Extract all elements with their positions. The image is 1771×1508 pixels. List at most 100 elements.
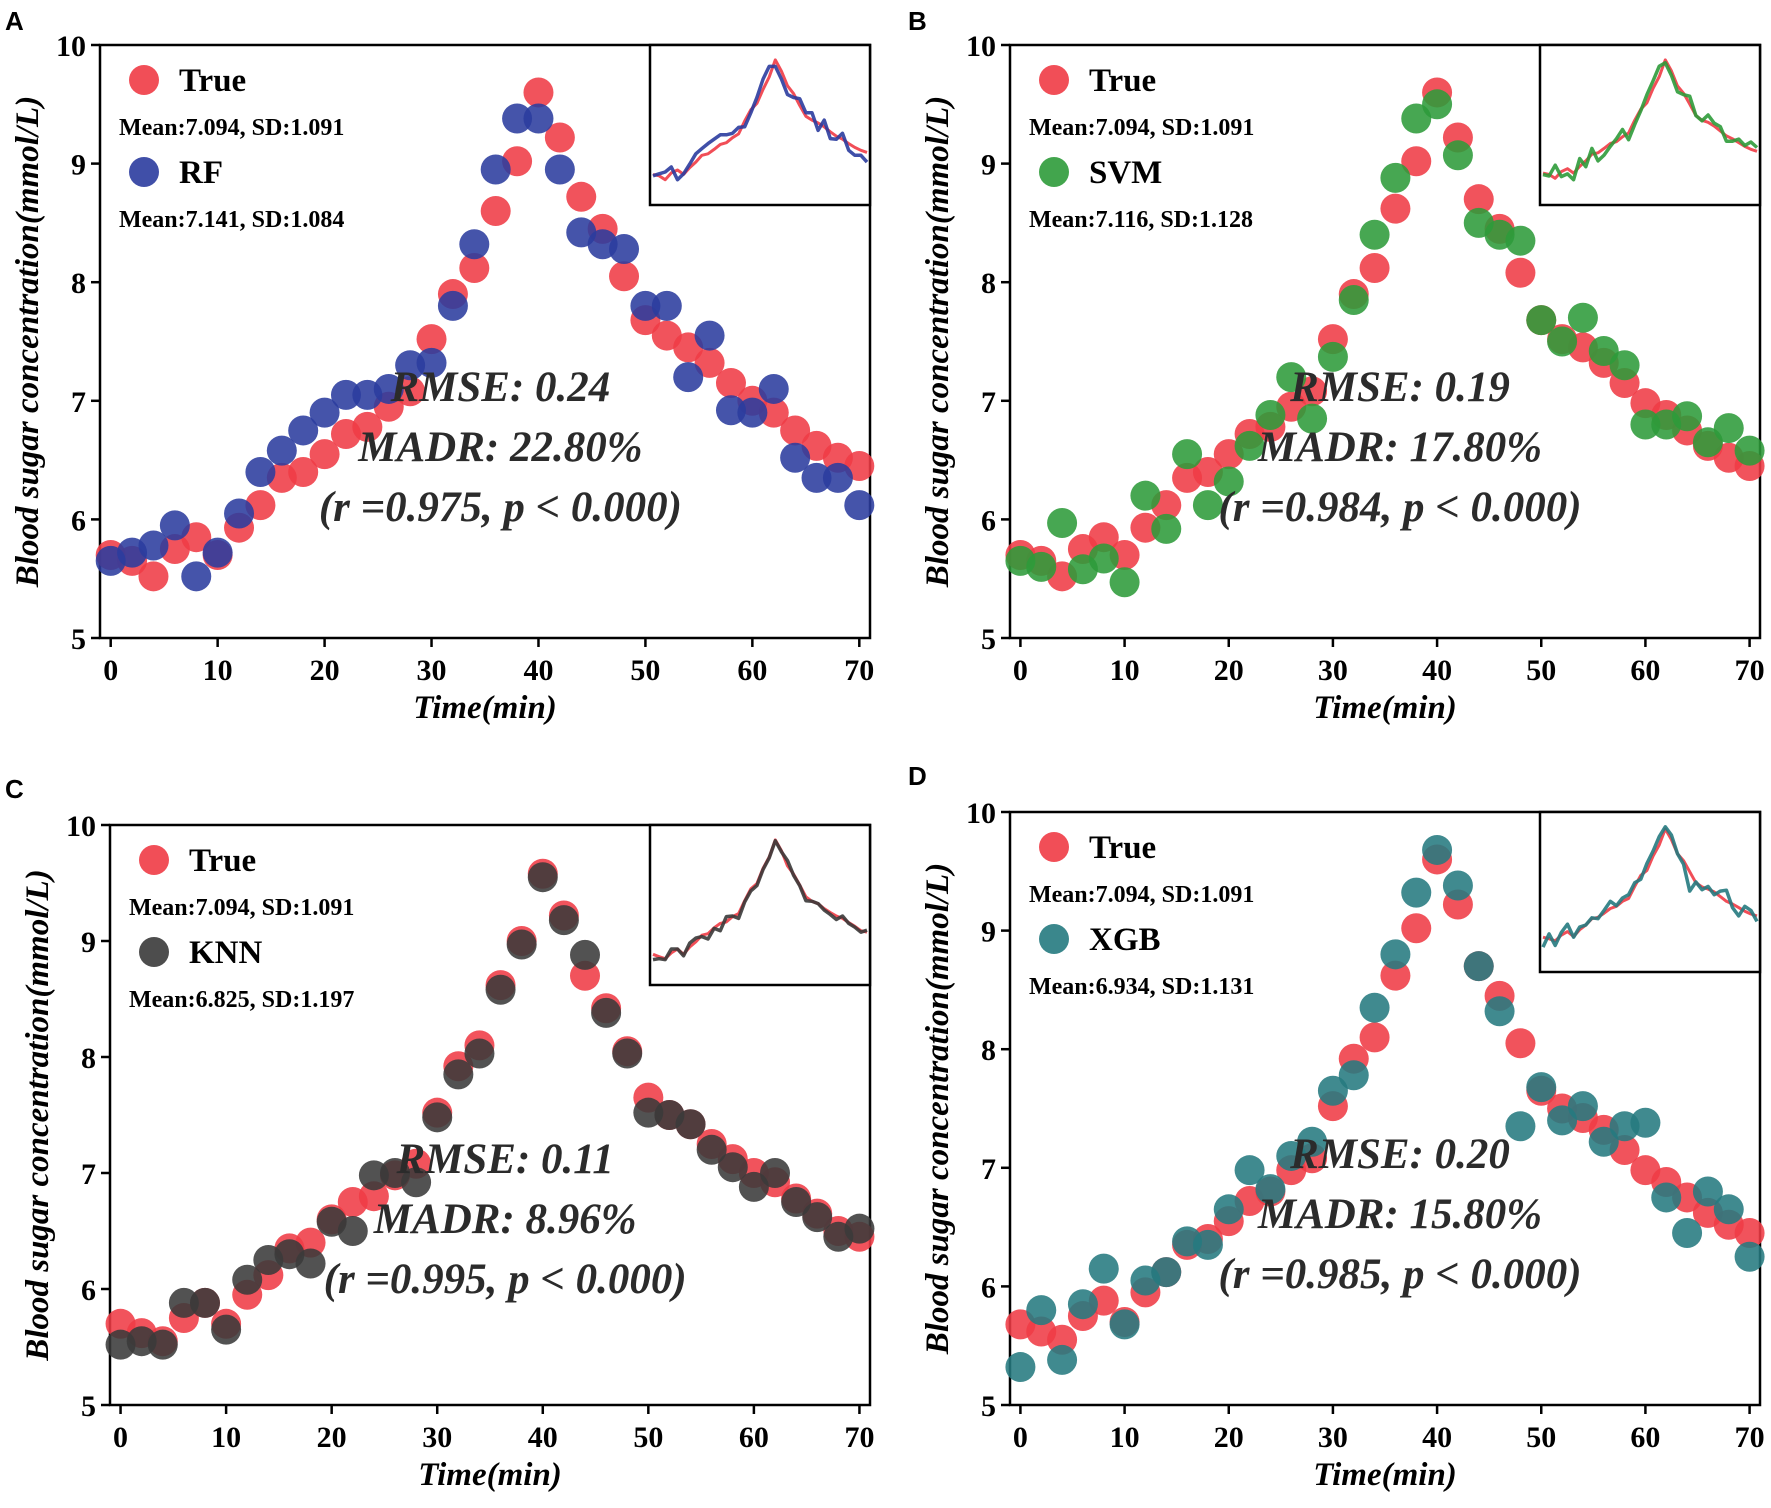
- data-point: [523, 103, 554, 134]
- data-point: [1380, 960, 1411, 991]
- legend-label: True: [189, 843, 256, 879]
- data-point: [422, 1102, 453, 1133]
- legend-label: SVM: [1089, 155, 1162, 191]
- rmse-text: RMSE: 0.20: [1289, 1131, 1510, 1178]
- data-point: [781, 1187, 812, 1217]
- data-point: [822, 462, 853, 493]
- x-tick-label: 40: [1422, 1421, 1452, 1454]
- data-point: [1692, 1176, 1723, 1207]
- plot-frame: [98, 43, 872, 640]
- data-point: [1359, 219, 1390, 250]
- inset-line-KNN: [652, 839, 868, 962]
- data-point: [758, 397, 789, 428]
- y-axis-label: Blood sugar concentration(mmol/L): [10, 96, 46, 588]
- correlation-text: (r =0.995, p < 0.000): [324, 1256, 687, 1303]
- y-tick-label: 9: [71, 149, 86, 182]
- data-point: [1005, 1352, 1036, 1383]
- data-point: [416, 324, 447, 355]
- data-point: [480, 196, 511, 227]
- inset-frame: [648, 823, 872, 987]
- y-tick-label: 10: [66, 810, 96, 843]
- data-point: [330, 379, 361, 410]
- data-point: [147, 1329, 178, 1360]
- legend-marker: [1039, 157, 1069, 187]
- y-tick-label: 9: [981, 916, 996, 949]
- data-point: [309, 439, 340, 470]
- data-point: [1255, 400, 1286, 431]
- panel-letter: B: [908, 6, 927, 36]
- y-tick-label: 6: [71, 504, 86, 537]
- data-point: [1672, 401, 1703, 432]
- data-point: [295, 1248, 326, 1279]
- inset-frame: [648, 43, 872, 207]
- x-axis-label: Time(min): [1313, 1457, 1457, 1493]
- y-tick-label: 7: [71, 386, 86, 419]
- y-tick-label: 7: [981, 386, 996, 419]
- data-point: [651, 290, 682, 321]
- data-point: [673, 362, 704, 393]
- x-tick-label: 70: [1735, 654, 1765, 687]
- data-point: [202, 537, 233, 568]
- panel-C: C 0 10 20 30 40 50 60 70 5 6 7 8 9 10 Time(min) Blood su…: [5, 774, 875, 1493]
- x-tick-label: 20: [310, 654, 340, 687]
- x-axis-label: Time(min): [418, 1457, 562, 1493]
- data-point: [1734, 435, 1765, 466]
- x-tick-label: 20: [317, 1421, 347, 1454]
- data-point: [1526, 305, 1557, 336]
- y-tick-label: 7: [981, 1153, 996, 1186]
- data-point: [527, 862, 558, 893]
- x-tick-label: 30: [417, 654, 447, 687]
- data-point: [844, 490, 875, 521]
- y-tick-label: 7: [81, 1158, 96, 1191]
- data-point: [502, 103, 533, 134]
- x-tick-label: 30: [1318, 1421, 1348, 1454]
- panel-D: D 0 10 20 30 40 50 60 70 5 6 7 8 9 10 Time(min) Blood su…: [908, 761, 1765, 1493]
- y-axis-label: Blood sugar concentration(mmol/L): [920, 863, 956, 1355]
- data-point: [373, 373, 404, 404]
- data-point: [288, 415, 319, 446]
- data-point: [1026, 1295, 1057, 1326]
- legend-label: RF: [179, 155, 223, 191]
- y-tick-label: 8: [71, 267, 86, 300]
- legend-label: True: [179, 63, 246, 99]
- madr-text: MADR: 17.80%: [1257, 424, 1542, 471]
- x-tick-label: 0: [103, 654, 118, 687]
- y-axis-label: Blood sugar concentration(mmol/L): [20, 869, 56, 1361]
- data-point: [1672, 1218, 1703, 1249]
- x-tick-label: 50: [630, 654, 660, 687]
- panel-letter: D: [908, 761, 927, 791]
- data-point: [309, 397, 340, 428]
- x-tick-label: 60: [737, 654, 767, 687]
- panel-A: A 0 10 20 30 40 50 60 70 5 6 7 8 9 10 Time(min) Blood su…: [5, 6, 875, 726]
- series-RF: [95, 103, 875, 592]
- y-tick-label: 6: [981, 1271, 996, 1304]
- x-tick-label: 60: [739, 1421, 769, 1454]
- x-tick-label: 40: [1422, 654, 1452, 687]
- data-point: [1234, 430, 1265, 461]
- legend-marker: [129, 65, 159, 95]
- x-tick-label: 50: [1526, 1421, 1556, 1454]
- data-point: [612, 1038, 643, 1069]
- x-tick-label: 70: [844, 1421, 874, 1454]
- data-point: [675, 1109, 706, 1140]
- data-point: [480, 154, 511, 185]
- x-tick-label: 50: [1526, 654, 1556, 687]
- data-point: [1630, 409, 1661, 440]
- data-point: [1401, 146, 1432, 177]
- data-point: [566, 181, 597, 212]
- x-tick-label: 0: [1013, 1421, 1028, 1454]
- data-point: [1317, 341, 1348, 372]
- x-tick-label: 10: [203, 654, 233, 687]
- data-point: [1213, 1194, 1244, 1225]
- x-tick-label: 10: [211, 1421, 241, 1454]
- data-point: [1192, 490, 1223, 521]
- madr-text: MADR: 22.80%: [357, 424, 642, 471]
- data-point: [181, 561, 212, 592]
- legend-label: True: [1089, 63, 1156, 99]
- legend-stats: Mean:7.094, SD:1.091: [1029, 115, 1254, 141]
- data-point: [1359, 252, 1390, 283]
- legend-stats: Mean:6.934, SD:1.131: [1029, 974, 1254, 1000]
- data-point: [1442, 870, 1473, 901]
- legend-stats: Mean:7.094, SD:1.091: [119, 115, 344, 141]
